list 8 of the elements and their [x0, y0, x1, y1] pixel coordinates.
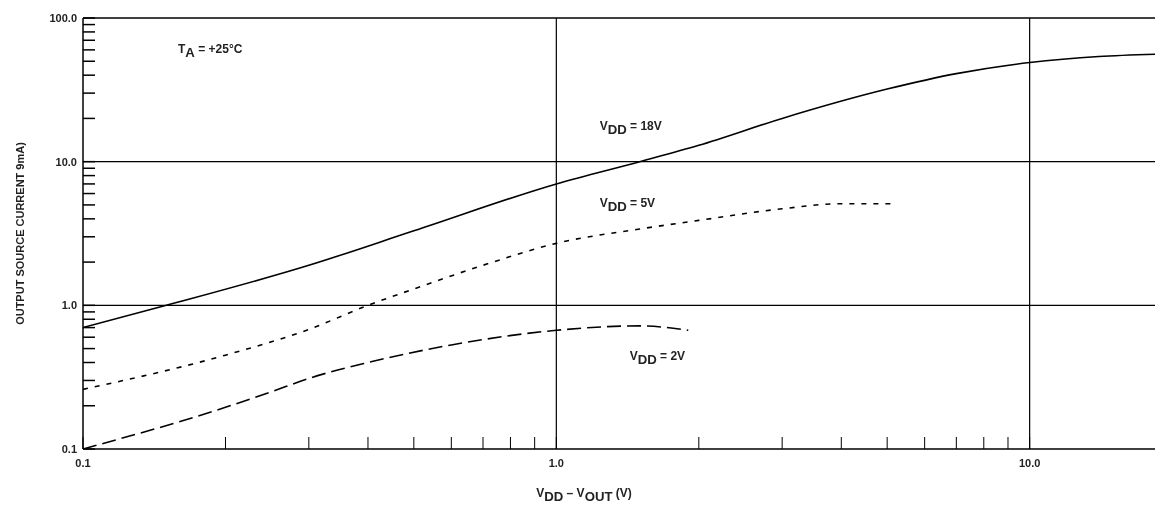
x-tick-label: 10.0: [1018, 456, 1041, 469]
y-tick-label: 0.1: [61, 442, 77, 455]
y-tick-label: 100.0: [49, 11, 77, 24]
x-tick-label: 1.0: [548, 456, 564, 469]
y-tick-label: 1.0: [61, 299, 77, 312]
y-tick-label: 10.0: [55, 155, 77, 168]
y-axis-title: OUTPUT SOURCE CURRENT 9mA): [13, 141, 26, 325]
x-tick-label: 0.1: [75, 456, 91, 469]
